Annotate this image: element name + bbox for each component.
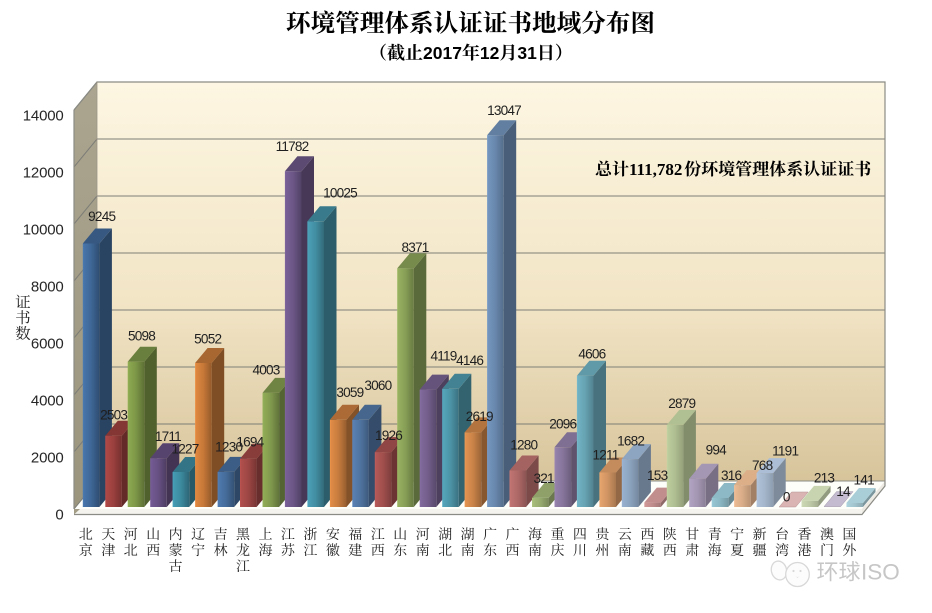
- svg-text:111,782: 111,782: [629, 160, 682, 179]
- svg-text:4000: 4000: [31, 392, 64, 409]
- svg-text:4146: 4146: [456, 353, 483, 368]
- svg-text:141: 141: [854, 472, 875, 487]
- svg-text:10025: 10025: [323, 185, 357, 200]
- svg-text:4119: 4119: [430, 348, 456, 363]
- svg-text:1711: 1711: [155, 429, 181, 444]
- svg-text:321: 321: [533, 471, 554, 486]
- svg-text:8000: 8000: [31, 278, 64, 295]
- svg-text:994: 994: [706, 443, 728, 458]
- svg-text:1280: 1280: [510, 438, 538, 453]
- svg-text:153: 153: [647, 468, 668, 483]
- svg-text:2879: 2879: [668, 396, 695, 411]
- svg-text:12000: 12000: [23, 164, 64, 181]
- svg-text:13047: 13047: [487, 103, 521, 118]
- svg-text:11782: 11782: [276, 139, 309, 154]
- svg-text:5052: 5052: [194, 332, 221, 347]
- svg-text:6000: 6000: [31, 335, 64, 352]
- svg-text:12: 12: [480, 43, 500, 63]
- svg-text:3060: 3060: [364, 378, 392, 393]
- svg-text:1926: 1926: [375, 428, 402, 443]
- svg-text:768: 768: [752, 458, 773, 473]
- svg-text:14: 14: [836, 484, 851, 499]
- svg-text:8371: 8371: [401, 240, 428, 255]
- svg-text:4606: 4606: [578, 347, 605, 362]
- svg-text:5098: 5098: [128, 329, 155, 344]
- svg-text:14000: 14000: [23, 107, 64, 124]
- svg-text:4003: 4003: [252, 363, 279, 378]
- svg-text:31: 31: [517, 43, 537, 63]
- svg-text:213: 213: [814, 470, 835, 485]
- svg-text:0: 0: [55, 506, 63, 523]
- svg-text:ISO: ISO: [861, 560, 900, 585]
- svg-text:1694: 1694: [236, 435, 264, 450]
- svg-text:1682: 1682: [617, 433, 644, 448]
- svg-text:1230: 1230: [215, 439, 243, 454]
- svg-text:2619: 2619: [466, 409, 493, 424]
- svg-text:1191: 1191: [772, 444, 798, 459]
- svg-text:2503: 2503: [100, 408, 127, 423]
- svg-text:2096: 2096: [549, 417, 576, 432]
- svg-text:0: 0: [783, 489, 791, 504]
- svg-text:2017: 2017: [423, 43, 462, 63]
- svg-text:9245: 9245: [88, 209, 115, 224]
- svg-text:10000: 10000: [23, 221, 64, 238]
- svg-text:316: 316: [721, 468, 742, 483]
- svg-text:1211: 1211: [592, 448, 618, 463]
- svg-text:2000: 2000: [31, 449, 64, 466]
- svg-text:1227: 1227: [171, 442, 198, 457]
- svg-text:3059: 3059: [336, 385, 363, 400]
